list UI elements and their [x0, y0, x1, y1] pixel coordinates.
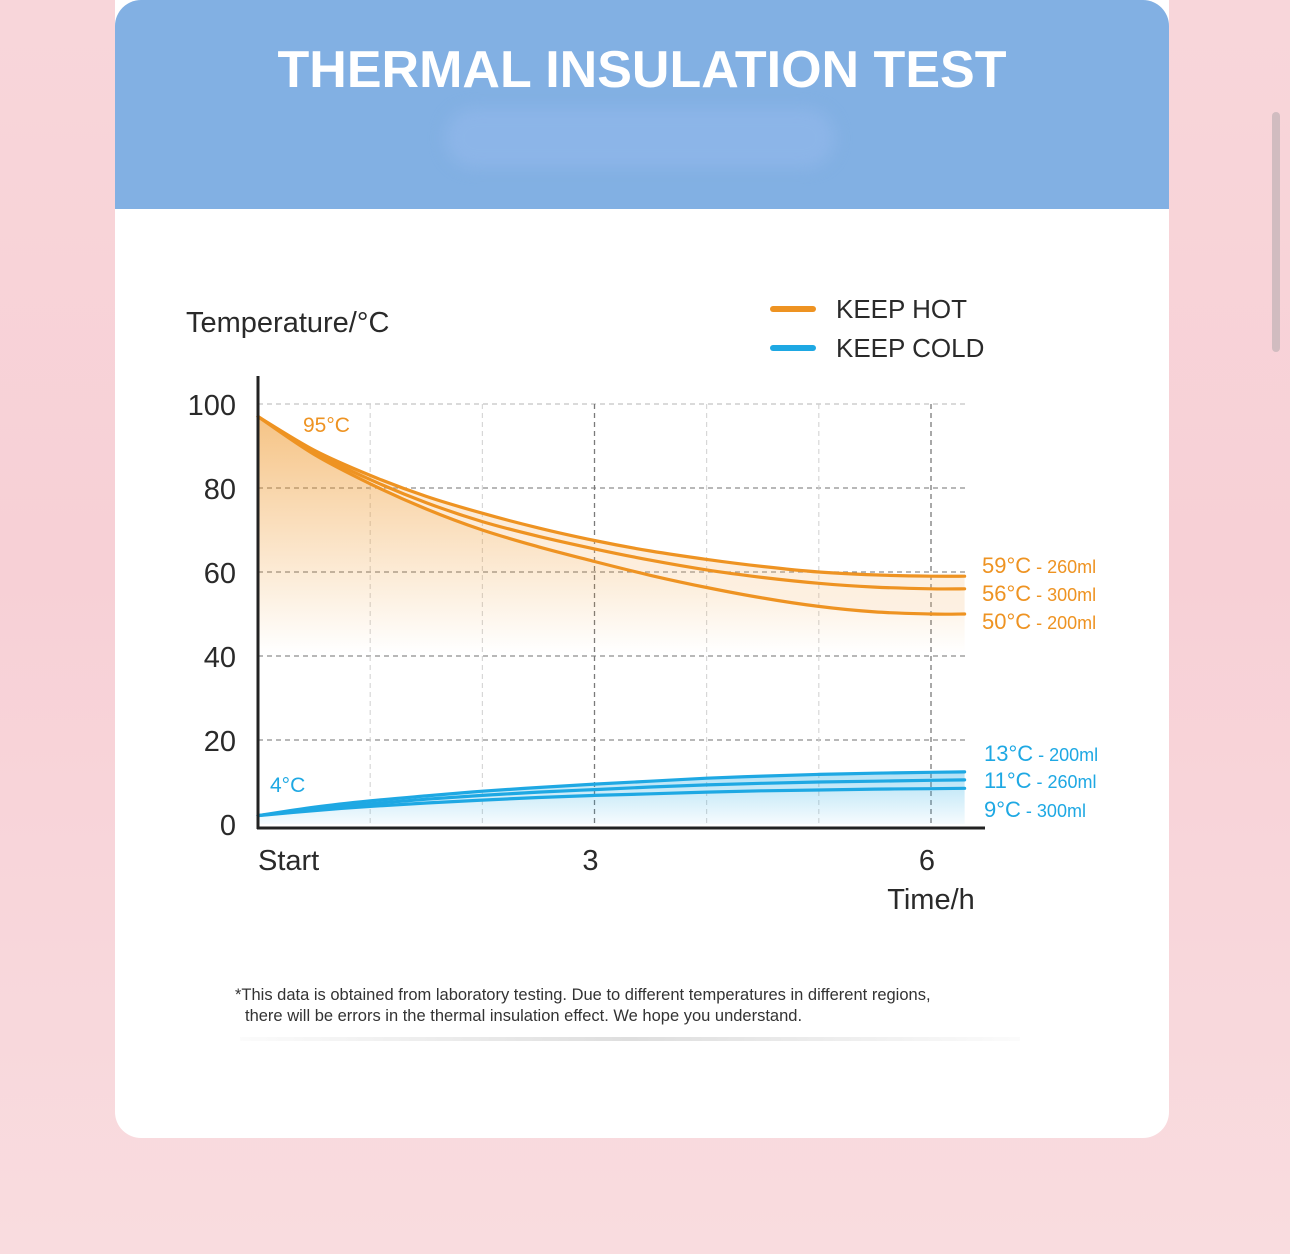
hot-area-fill — [258, 416, 965, 653]
series-line-cold — [256, 770, 967, 818]
legend-cold-label: KEEP COLD — [836, 333, 984, 363]
tick-labels: 100 80 60 40 20 0 Start 3 6 — [188, 390, 935, 877]
series-end-label: 13°C - 200ml — [984, 741, 1098, 766]
series-line-hot — [256, 415, 967, 578]
x-tick-label: Start — [258, 845, 319, 877]
y-tick-label: 0 — [220, 810, 236, 842]
hot-start-label: 95°C — [303, 414, 350, 437]
cold-area-fill — [258, 771, 965, 824]
y-tick-label: 40 — [204, 642, 236, 674]
series-line-hot — [256, 415, 967, 616]
legend-hot-label: KEEP HOT — [836, 294, 967, 324]
series-end-label: 50°C - 200ml — [982, 609, 1096, 634]
x-axis-label: Time/h — [887, 884, 975, 916]
scrollbar[interactable] — [1272, 112, 1280, 352]
y-tick-label: 20 — [204, 726, 236, 758]
series-line-hot — [256, 415, 967, 591]
legend: KEEP HOT KEEP COLD — [770, 294, 984, 363]
y-tick-label: 100 — [188, 390, 236, 422]
series-lines — [256, 415, 967, 818]
series-end-label: 56°C - 300ml — [982, 581, 1096, 606]
cold-start-label: 4°C — [270, 774, 305, 797]
faded-divider — [240, 1037, 1020, 1041]
footnote-line-1: *This data is obtained from laboratory t… — [235, 986, 931, 1004]
series-line-cold — [256, 786, 967, 818]
x-tick-label: 6 — [919, 845, 935, 877]
y-axis-label: Temperature/°C — [186, 307, 389, 339]
footnote: *This data is obtained from laboratory t… — [235, 985, 1055, 1027]
thermal-test-card: THERMAL INSULATION TEST — [115, 0, 1169, 1138]
hot-band-fill — [258, 416, 965, 614]
y-tick-label: 60 — [204, 558, 236, 590]
fill-layer — [258, 416, 965, 824]
end-labels: 59°C - 260ml 56°C - 300ml 50°C - 200ml 13°C… — [982, 553, 1098, 822]
x-tick-label: 3 — [582, 845, 598, 877]
series-end-label: 11°C - 260ml — [984, 768, 1097, 793]
page-title: THERMAL INSULATION TEST — [277, 41, 1007, 99]
banner-glow — [445, 108, 835, 168]
series-end-label: 59°C - 260ml — [982, 553, 1096, 578]
footnote-line-2: there will be errors in the thermal insu… — [245, 1007, 803, 1025]
series-end-label: 9°C - 300ml — [984, 797, 1086, 822]
y-tick-label: 80 — [204, 474, 236, 506]
series-line-cold — [256, 778, 967, 818]
title-banner: THERMAL INSULATION TEST — [115, 0, 1169, 209]
